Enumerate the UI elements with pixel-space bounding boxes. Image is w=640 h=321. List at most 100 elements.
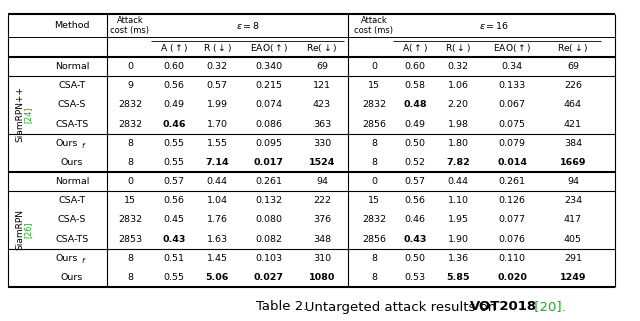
Text: [24]: [24] xyxy=(24,106,33,123)
Text: 69: 69 xyxy=(567,62,579,71)
Text: 363: 363 xyxy=(313,120,331,129)
Text: 0.44: 0.44 xyxy=(447,177,468,186)
Text: 1.95: 1.95 xyxy=(447,215,468,224)
Text: 7.82: 7.82 xyxy=(446,158,470,167)
Text: 423: 423 xyxy=(313,100,331,109)
Text: 376: 376 xyxy=(313,215,331,224)
Text: $\epsilon = 8$: $\epsilon = 8$ xyxy=(236,20,260,31)
Text: 1.06: 1.06 xyxy=(447,81,468,90)
Text: 0.215: 0.215 xyxy=(255,81,282,90)
Text: Ours: Ours xyxy=(61,273,83,282)
Text: 121: 121 xyxy=(313,81,331,90)
Text: 1.55: 1.55 xyxy=(207,139,227,148)
Text: 0.082: 0.082 xyxy=(255,235,282,244)
Text: 1.04: 1.04 xyxy=(207,196,227,205)
Text: Attack
cost (ms): Attack cost (ms) xyxy=(111,16,150,35)
Text: 0.60: 0.60 xyxy=(404,62,426,71)
Text: Ours: Ours xyxy=(61,158,83,167)
Text: $f$: $f$ xyxy=(81,256,87,265)
Text: 1.76: 1.76 xyxy=(207,215,227,224)
Text: 0.340: 0.340 xyxy=(255,62,283,71)
Text: SiamRPN++: SiamRPN++ xyxy=(15,86,24,143)
Text: 1.36: 1.36 xyxy=(447,254,468,263)
Text: 310: 310 xyxy=(313,254,331,263)
Text: R($\downarrow$): R($\downarrow$) xyxy=(445,42,471,54)
Text: Ours: Ours xyxy=(56,139,78,148)
Text: 0: 0 xyxy=(127,177,133,186)
Text: 0.067: 0.067 xyxy=(499,100,525,109)
Text: 2832: 2832 xyxy=(118,100,142,109)
Text: 0.56: 0.56 xyxy=(163,196,184,205)
Text: Ours: Ours xyxy=(56,254,78,263)
Text: 0.53: 0.53 xyxy=(404,273,426,282)
Text: 0.45: 0.45 xyxy=(163,215,184,224)
Text: 1.10: 1.10 xyxy=(447,196,468,205)
Text: 0.020: 0.020 xyxy=(497,273,527,282)
Text: 5.85: 5.85 xyxy=(446,273,470,282)
Text: 0.52: 0.52 xyxy=(404,158,426,167)
Text: 0.32: 0.32 xyxy=(207,62,228,71)
Text: 2.20: 2.20 xyxy=(447,100,468,109)
Text: 8: 8 xyxy=(127,273,133,282)
Text: 0.55: 0.55 xyxy=(163,273,184,282)
Text: 0.55: 0.55 xyxy=(163,158,184,167)
Text: [26]: [26] xyxy=(24,221,33,238)
Text: 2832: 2832 xyxy=(362,100,386,109)
Text: 0.261: 0.261 xyxy=(499,177,525,186)
Text: 291: 291 xyxy=(564,254,582,263)
Text: EAO($\uparrow$): EAO($\uparrow$) xyxy=(493,42,531,54)
Text: 8: 8 xyxy=(371,139,377,148)
Text: 417: 417 xyxy=(564,215,582,224)
Text: Normal: Normal xyxy=(55,177,89,186)
Text: Re($\downarrow$): Re($\downarrow$) xyxy=(307,42,338,54)
Text: 0.46: 0.46 xyxy=(163,120,186,129)
Text: 464: 464 xyxy=(564,100,582,109)
Text: CSA-T: CSA-T xyxy=(58,81,86,90)
Text: $f$: $f$ xyxy=(81,141,87,150)
Text: 0.075: 0.075 xyxy=(499,120,525,129)
Text: 8: 8 xyxy=(371,158,377,167)
Text: CSA-TS: CSA-TS xyxy=(56,120,88,129)
Text: 0.50: 0.50 xyxy=(404,139,426,148)
Text: 0.60: 0.60 xyxy=(163,62,184,71)
Text: Attack
cost (ms): Attack cost (ms) xyxy=(355,16,394,35)
Text: 1.98: 1.98 xyxy=(447,120,468,129)
Text: 405: 405 xyxy=(564,235,582,244)
Text: 94: 94 xyxy=(567,177,579,186)
Text: Untargeted attack results on: Untargeted attack results on xyxy=(291,300,500,314)
Text: 0.43: 0.43 xyxy=(163,235,186,244)
Text: 0.56: 0.56 xyxy=(404,196,426,205)
Text: 0.027: 0.027 xyxy=(254,273,284,282)
Text: VOT2018: VOT2018 xyxy=(470,300,536,314)
Text: 8: 8 xyxy=(371,254,377,263)
Text: 0.076: 0.076 xyxy=(499,235,525,244)
Text: 0.57: 0.57 xyxy=(163,177,184,186)
Text: 2856: 2856 xyxy=(362,235,386,244)
Text: 0.017: 0.017 xyxy=(254,158,284,167)
Text: 0.50: 0.50 xyxy=(404,254,426,263)
Text: 348: 348 xyxy=(313,235,331,244)
Text: 7.14: 7.14 xyxy=(205,158,229,167)
Text: [20].: [20]. xyxy=(529,300,565,314)
Text: A($\uparrow$): A($\uparrow$) xyxy=(402,42,428,54)
Text: 0.32: 0.32 xyxy=(447,62,468,71)
Text: 2832: 2832 xyxy=(362,215,386,224)
Text: 2832: 2832 xyxy=(118,215,142,224)
Text: 0.57: 0.57 xyxy=(404,177,426,186)
Text: 421: 421 xyxy=(564,120,582,129)
Text: 0.48: 0.48 xyxy=(403,100,427,109)
Text: 0.49: 0.49 xyxy=(404,120,426,129)
Text: 0.086: 0.086 xyxy=(255,120,282,129)
Text: Normal: Normal xyxy=(55,62,89,71)
Text: CSA-S: CSA-S xyxy=(58,100,86,109)
Text: A ($\uparrow$): A ($\uparrow$) xyxy=(160,42,188,54)
Text: 15: 15 xyxy=(368,81,380,90)
Text: CSA-TS: CSA-TS xyxy=(56,235,88,244)
Text: 0.074: 0.074 xyxy=(255,100,282,109)
Text: 1.63: 1.63 xyxy=(207,235,228,244)
Text: CSA-S: CSA-S xyxy=(58,215,86,224)
Text: 0.51: 0.51 xyxy=(163,254,184,263)
Text: 330: 330 xyxy=(313,139,331,148)
Text: 0: 0 xyxy=(127,62,133,71)
Text: 8: 8 xyxy=(371,273,377,282)
